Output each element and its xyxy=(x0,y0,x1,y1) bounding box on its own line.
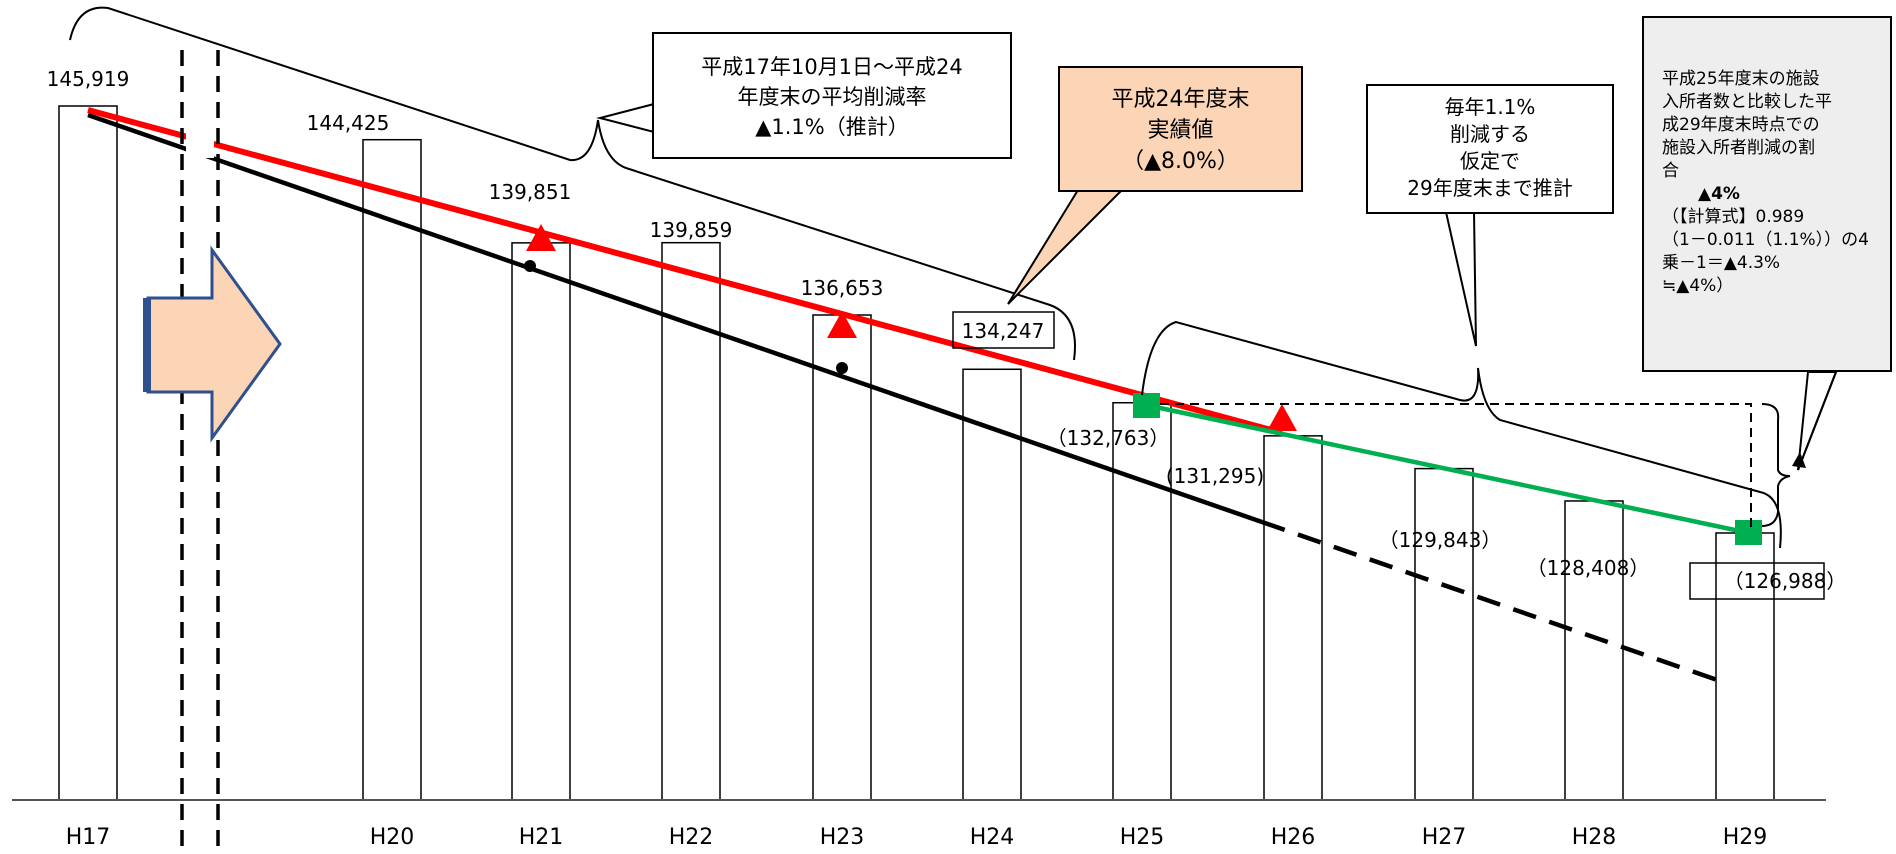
series-black-solid xyxy=(87,112,1263,525)
ratio-line-9: 乗－1＝▲4.3% xyxy=(1662,253,1781,273)
avg-rate-line-1: 平成17年10月1日～平成24 xyxy=(701,55,963,79)
x-tick-label: H29 xyxy=(1723,825,1768,850)
assume-callout: 毎年1.1% 削減する 仮定で 29年度末まで推計 xyxy=(1366,84,1614,214)
value-label: 134,247 xyxy=(962,319,1045,343)
ratio-line-10: ≒▲4%） xyxy=(1662,276,1734,296)
assume-line-4: 29年度末まで推計 xyxy=(1407,176,1573,200)
x-tick-label: H28 xyxy=(1572,825,1617,850)
x-tick-label: H17 xyxy=(66,825,111,850)
brace-h25-h29 xyxy=(1141,320,1782,549)
bracket-h29 xyxy=(1761,403,1791,527)
bar-H22 xyxy=(661,241,721,801)
ratio-line-1: 平成25年度末の施設 xyxy=(1662,69,1820,89)
bar-H21 xyxy=(511,242,571,801)
arrow-tail-bar xyxy=(143,298,151,392)
value-label: 139,851 xyxy=(489,180,572,204)
label-box-H24 xyxy=(952,311,1055,349)
ratio-arrowhead xyxy=(1792,452,1806,468)
ratio-line-2: 入所者数と比較した平 xyxy=(1662,92,1832,112)
bar-H24 xyxy=(962,368,1022,801)
avg-rate-pointer xyxy=(596,102,655,134)
ratio-pointer-edge xyxy=(1797,371,1837,471)
value-label: （132,763） xyxy=(1047,426,1170,450)
value-label: 139,859 xyxy=(650,218,733,242)
bar-H17 xyxy=(58,105,118,801)
ratio-line-3: 成29年度末時点での xyxy=(1662,115,1820,135)
value-label: (131,295) xyxy=(1166,464,1264,488)
assume-line-3: 仮定で xyxy=(1460,149,1520,173)
series-green-square xyxy=(1735,520,1762,545)
ratio-callout: 平成25年度末の施設 入所者数と比較した平 成29年度末時点での 施設入所者削減… xyxy=(1642,16,1892,372)
bar-H28 xyxy=(1564,500,1624,801)
x-axis-ticks: H17 H20 H21 H22 H23 H24 H25 H26 H27 H28 H29 xyxy=(66,825,1768,850)
bars xyxy=(12,105,1826,801)
bar-H26 xyxy=(1263,435,1323,801)
bar-H27 xyxy=(1414,467,1474,801)
x-tick-label: H20 xyxy=(370,825,415,850)
value-labels: 145,919 144,425 139,851 139,859 136,653 134,2… xyxy=(47,67,1847,600)
ratio-line-8: （1－0.011（1.1%））の4 xyxy=(1662,230,1869,250)
right-arrow-shape xyxy=(146,245,282,443)
trend-lines xyxy=(87,107,1762,684)
x-tick-label: H22 xyxy=(669,825,714,850)
ratio-line-7: （【計算式】0.989 xyxy=(1662,207,1805,227)
value-label: （129,843） xyxy=(1379,528,1502,552)
bar-H20 xyxy=(362,138,422,801)
decorations xyxy=(69,6,1838,854)
avg-rate-line-3: ▲1.1%（推計） xyxy=(755,115,909,139)
ratio-line-6: ▲4% xyxy=(1698,184,1740,204)
ratio-line-4: 施設入所者削減の割 xyxy=(1662,138,1815,158)
assume-pointer xyxy=(1444,211,1477,347)
series-black-point xyxy=(836,362,848,374)
label-box-H29 xyxy=(1689,562,1825,600)
assume-line-2: 削減する xyxy=(1450,122,1530,146)
actual-line-2: 実績値 xyxy=(1147,118,1214,143)
actual-line-1: 平成24年度末 xyxy=(1111,87,1250,112)
value-label: 144,425 xyxy=(307,111,390,135)
brace-h17-h24 xyxy=(69,6,1076,361)
bar-H25 xyxy=(1112,401,1172,801)
series-green-square xyxy=(1133,393,1160,418)
series-green xyxy=(1145,402,1750,536)
series-red xyxy=(87,107,1283,436)
x-tick-label: H21 xyxy=(519,825,564,850)
bar-H29 xyxy=(1715,532,1775,801)
series-black-point xyxy=(524,260,536,272)
series-red-triangle xyxy=(827,311,857,338)
value-label: 145,919 xyxy=(47,67,130,91)
x-tick-label: H25 xyxy=(1120,825,1165,850)
x-tick-label: H27 xyxy=(1422,825,1467,850)
actual-callout: 平成24年度末 実績値 （▲8.0%） xyxy=(1058,66,1303,192)
series-red-triangle xyxy=(1267,404,1297,431)
series-black-dashed xyxy=(1261,519,1721,684)
value-label: （126,988） xyxy=(1724,569,1847,593)
value-label: 136,653 xyxy=(801,276,884,300)
x-tick-label: H23 xyxy=(820,825,865,850)
x-tick-label: H24 xyxy=(970,825,1015,850)
avg-rate-line-2: 年度末の平均削減率 xyxy=(737,85,927,109)
x-tick-label: H26 xyxy=(1271,825,1316,850)
value-label: （128,408） xyxy=(1527,556,1650,580)
actual-line-3: （▲8.0%） xyxy=(1122,149,1239,174)
break-gap xyxy=(186,118,214,158)
bar-H23 xyxy=(812,314,872,801)
series-red-triangle xyxy=(526,224,556,251)
assume-line-1: 毎年1.1% xyxy=(1444,95,1536,119)
ratio-line-5: 合 xyxy=(1662,161,1679,181)
actual-pointer xyxy=(1007,189,1125,305)
avg-rate-callout: 平成17年10月1日～平成24 年度末の平均削減率 ▲1.1%（推計） xyxy=(652,32,1012,159)
